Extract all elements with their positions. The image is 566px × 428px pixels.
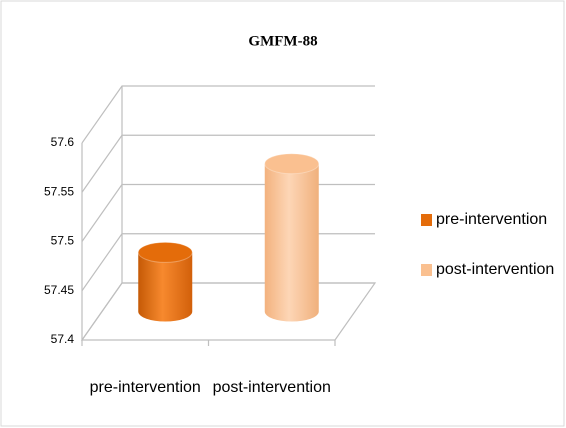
legend-swatch xyxy=(421,214,432,226)
cylinder-body xyxy=(138,252,193,322)
y-tick-label: 57.55 xyxy=(44,184,74,198)
legend-swatch xyxy=(421,264,432,276)
grid-line xyxy=(81,85,375,144)
cylinder xyxy=(137,241,193,322)
y-tick-label: 57.6 xyxy=(51,135,75,149)
x-tick-label: post-intervention xyxy=(213,379,331,396)
cylinder-top xyxy=(264,153,320,175)
y-tick-label: 57.45 xyxy=(44,283,74,297)
y-tick-label: 57.5 xyxy=(51,234,75,248)
cylinder-top xyxy=(137,241,193,263)
grid-line xyxy=(81,134,375,193)
cylinder-body xyxy=(264,163,319,322)
legend-label: post-intervention xyxy=(436,261,554,278)
legend-label: pre-intervention xyxy=(436,211,547,228)
chart-title: GMFM-88 xyxy=(248,33,317,49)
cylinder xyxy=(264,153,320,322)
y-tick-label: 57.4 xyxy=(51,332,75,346)
x-tick-label: pre-intervention xyxy=(90,379,201,396)
